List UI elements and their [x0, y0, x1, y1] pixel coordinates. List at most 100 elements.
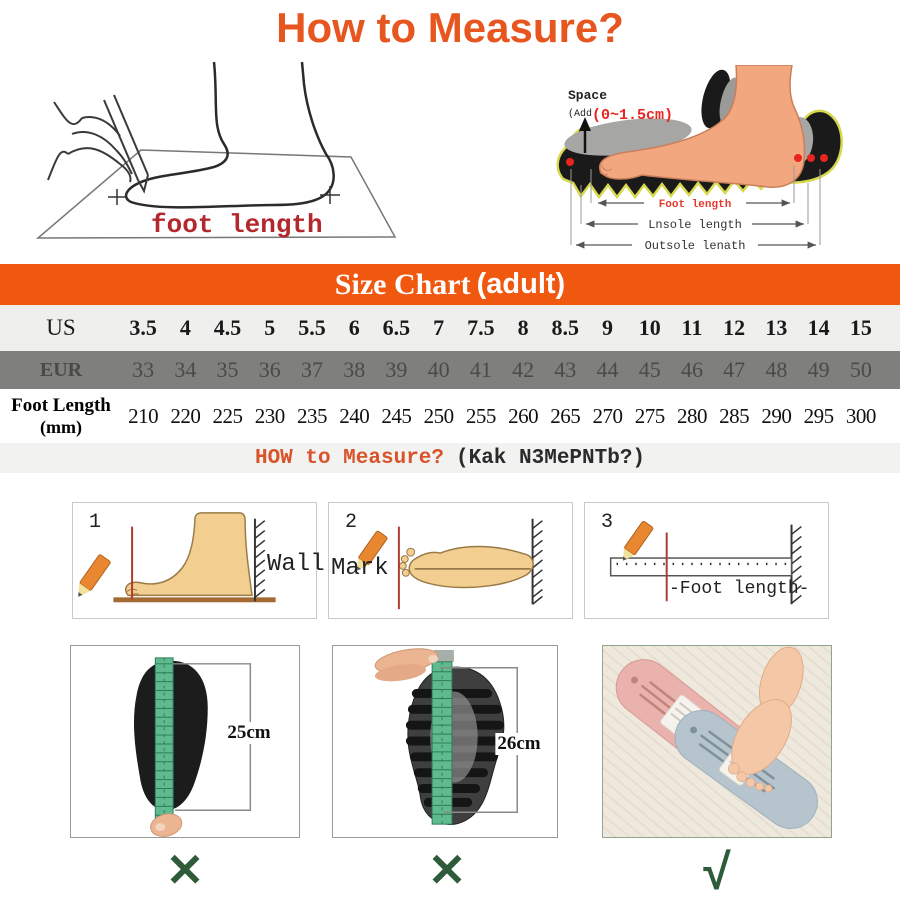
- eur-size-cell: 43: [554, 357, 577, 382]
- us-size-cell: 4: [179, 315, 191, 340]
- eur-size-cell: 48: [765, 357, 788, 382]
- us-size-cell: 9: [602, 315, 614, 340]
- foot-length-cell: 260: [508, 403, 539, 428]
- us-size-cell: 6.5: [382, 315, 411, 340]
- foot-top-view: [408, 545, 534, 589]
- space-label: Space: [568, 88, 607, 103]
- eur-size-cell: 42: [512, 357, 535, 382]
- eur-size-cell: 45: [638, 357, 661, 382]
- eur-size-cell: 33: [132, 357, 155, 382]
- size-row-foot-length: Foot Length (mm) 210 220 225 230 235 240 245 25…: [0, 389, 900, 443]
- step-3-label: -Foot length-: [669, 579, 810, 599]
- eur-size-cell: 38: [343, 357, 366, 382]
- eur-size-cell: 36: [258, 357, 281, 382]
- correct-mark: √: [703, 844, 731, 900]
- toe-lines: [599, 164, 613, 176]
- us-size-cell: 12: [723, 315, 746, 340]
- eur-size-cell: 41: [469, 357, 492, 382]
- shoe-profile-diagram: Space (Add (0~1.5cm) Foot length Lnsole …: [556, 65, 843, 253]
- size-chart-subtitle: (adult): [476, 268, 566, 300]
- row-label-us: US: [46, 315, 76, 340]
- pencil-icon: [357, 530, 388, 571]
- insole-measurement: 25cm: [225, 722, 273, 744]
- page-title-wrap: How to Measure?: [0, 4, 900, 52]
- us-size-cell: 7: [433, 315, 445, 340]
- eur-size-cell: 47: [723, 357, 746, 382]
- page-title: How to Measure?: [276, 4, 624, 51]
- us-size-cell: 5: [264, 315, 276, 340]
- insole-measure-panel: 25cm: [70, 645, 300, 838]
- foot-length-cell: 210: [128, 403, 159, 428]
- us-size-cell: 14: [807, 315, 830, 340]
- ground: [113, 597, 276, 603]
- measure-point-dots: [566, 154, 828, 166]
- eur-size-cell: 39: [385, 357, 408, 382]
- step-2-label: Mark: [331, 555, 389, 582]
- foot-length-arrow-label: Foot length: [659, 199, 732, 211]
- foot-length-cell: 280: [676, 403, 708, 428]
- us-size-cell: 10: [638, 315, 661, 340]
- pencil-icon: [78, 554, 111, 597]
- step-panel-3: 3 -Foot length-: [584, 502, 829, 619]
- step-2-illustration: [357, 518, 543, 610]
- wrong-mark-1: ✕: [165, 844, 205, 896]
- eur-size-cell: 49: [807, 357, 830, 382]
- step-3-number: 3: [601, 511, 614, 534]
- step-panel-2: 2 Mark: [328, 502, 573, 619]
- foot-length-cell: 240: [339, 403, 370, 428]
- us-size-cell: 3.5: [129, 315, 157, 340]
- foot-length-label: foot length: [151, 210, 323, 240]
- foot-length-cell: 230: [254, 403, 286, 428]
- foot-length-cell: 275: [634, 403, 666, 428]
- eur-size-cell: 40: [427, 357, 450, 382]
- pencil-icon: [622, 520, 654, 561]
- wall-hatch-icon: [531, 518, 543, 605]
- eur-size-cell: 35: [216, 357, 239, 382]
- eur-size-cell: 37: [300, 357, 323, 382]
- example-panels: 25cm 26cm: [70, 645, 832, 838]
- tape-measure-icon: [431, 649, 454, 825]
- size-chart-header: Size Chart (adult): [0, 264, 900, 305]
- measuring-device-photo: [615, 646, 818, 829]
- outsole-measure-panel: 26cm: [332, 645, 558, 838]
- child-foot: [727, 646, 804, 793]
- foot-length-cell: 265: [550, 403, 581, 428]
- how-to-measure-strip: HOW to Measure? (Kak N3MePNTb?): [0, 443, 900, 473]
- foot-length-cell: 285: [719, 403, 750, 428]
- eur-size-cell: 50: [849, 357, 872, 382]
- foot-and-leg: [598, 65, 806, 188]
- tick-marks: [108, 186, 340, 205]
- measure-steps: 1 Wall 2 Mark: [72, 502, 829, 619]
- foot-length-cell: 245: [381, 403, 412, 428]
- us-size-cell: 5.5: [298, 315, 326, 340]
- us-size-cell: 6: [348, 315, 360, 340]
- eur-size-cell: 34: [174, 357, 197, 382]
- how-to-measure-text: HOW to Measure?: [254, 446, 444, 470]
- us-size-cell: 15: [849, 315, 872, 340]
- row-label-foot-length: Foot Length (mm): [0, 395, 122, 438]
- size-chart-title: Size Chart: [334, 267, 471, 301]
- foot-length-cell: 270: [592, 403, 624, 428]
- foot-tracing-illustration: foot length: [35, 62, 397, 240]
- step-1-number: 1: [89, 511, 102, 534]
- tape-measure-icon: [154, 657, 174, 829]
- outsole-measure-illustration: [374, 648, 518, 825]
- row-values-us: 3.5 4 4.5 5 5.5 6 6.5 7 7.5 8 8.5 9 10 11 12 13 14 15: [122, 315, 900, 341]
- us-size-cell: 7.5: [467, 315, 495, 340]
- foot-length-label-main: Foot Length: [11, 394, 111, 416]
- foot-length-cell: 290: [761, 403, 792, 428]
- space-range-label: (0~1.5cm): [592, 107, 673, 124]
- foot-length-label-unit: (mm): [40, 416, 82, 437]
- row-label-eur: EUR: [39, 358, 83, 381]
- outsole-length-arrow-label: Outsole lenath: [645, 239, 746, 253]
- us-size-cell: 8.5: [551, 315, 580, 340]
- dimension-arrows: [576, 199, 816, 249]
- ruler-icon: [609, 557, 793, 577]
- foot-length-cell: 250: [423, 403, 455, 428]
- us-size-cell: 8: [517, 315, 529, 340]
- eur-size-cell: 44: [596, 357, 619, 382]
- wrong-mark-2: ✕: [427, 844, 467, 896]
- step-1-illustration: [78, 512, 276, 603]
- dimension-guides: [570, 165, 821, 245]
